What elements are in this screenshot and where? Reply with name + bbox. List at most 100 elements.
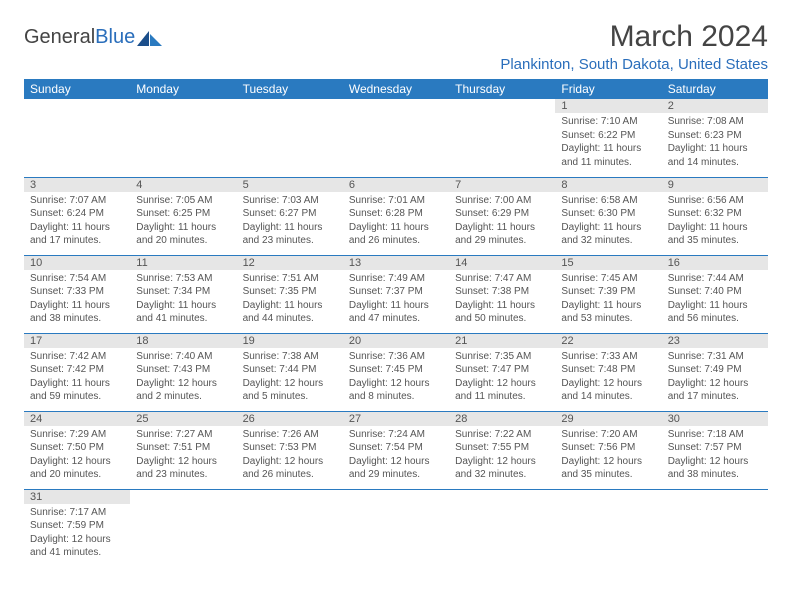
day-content: Sunrise: 7:47 AMSunset: 7:38 PMDaylight:… bbox=[449, 270, 555, 330]
daylight-text: Daylight: 11 hours and 32 minutes. bbox=[561, 221, 655, 248]
calendar-cell: 2Sunrise: 7:08 AMSunset: 6:23 PMDaylight… bbox=[662, 99, 768, 177]
calendar-cell: 24Sunrise: 7:29 AMSunset: 7:50 PMDayligh… bbox=[24, 411, 130, 489]
sunrise-text: Sunrise: 7:20 AM bbox=[561, 428, 655, 442]
day-content: Sunrise: 7:45 AMSunset: 7:39 PMDaylight:… bbox=[555, 270, 661, 330]
calendar-cell: 19Sunrise: 7:38 AMSunset: 7:44 PMDayligh… bbox=[237, 333, 343, 411]
sunset-text: Sunset: 6:30 PM bbox=[561, 207, 655, 221]
logo: GeneralBlue bbox=[24, 20, 163, 49]
calendar-row: 3Sunrise: 7:07 AMSunset: 6:24 PMDaylight… bbox=[24, 177, 768, 255]
sunset-text: Sunset: 7:51 PM bbox=[136, 441, 230, 455]
weekday-header: Saturday bbox=[662, 79, 768, 99]
daylight-text: Daylight: 12 hours and 23 minutes. bbox=[136, 455, 230, 482]
calendar-row: 10Sunrise: 7:54 AMSunset: 7:33 PMDayligh… bbox=[24, 255, 768, 333]
sunset-text: Sunset: 7:53 PM bbox=[243, 441, 337, 455]
calendar-cell bbox=[662, 489, 768, 567]
day-content: Sunrise: 6:58 AMSunset: 6:30 PMDaylight:… bbox=[555, 192, 661, 252]
calendar-cell: 15Sunrise: 7:45 AMSunset: 7:39 PMDayligh… bbox=[555, 255, 661, 333]
day-content: Sunrise: 7:35 AMSunset: 7:47 PMDaylight:… bbox=[449, 348, 555, 408]
daylight-text: Daylight: 11 hours and 17 minutes. bbox=[30, 221, 124, 248]
calendar-cell bbox=[237, 489, 343, 567]
day-content: Sunrise: 7:33 AMSunset: 7:48 PMDaylight:… bbox=[555, 348, 661, 408]
day-number: 10 bbox=[24, 256, 130, 270]
day-number: 20 bbox=[343, 334, 449, 348]
daylight-text: Daylight: 11 hours and 56 minutes. bbox=[668, 299, 762, 326]
sunset-text: Sunset: 7:35 PM bbox=[243, 285, 337, 299]
day-content: Sunrise: 7:17 AMSunset: 7:59 PMDaylight:… bbox=[24, 504, 130, 564]
daylight-text: Daylight: 11 hours and 29 minutes. bbox=[455, 221, 549, 248]
calendar-cell: 6Sunrise: 7:01 AMSunset: 6:28 PMDaylight… bbox=[343, 177, 449, 255]
day-content: Sunrise: 7:53 AMSunset: 7:34 PMDaylight:… bbox=[130, 270, 236, 330]
sunrise-text: Sunrise: 7:42 AM bbox=[30, 350, 124, 364]
weekday-header: Wednesday bbox=[343, 79, 449, 99]
day-content: Sunrise: 7:29 AMSunset: 7:50 PMDaylight:… bbox=[24, 426, 130, 486]
sunrise-text: Sunrise: 7:26 AM bbox=[243, 428, 337, 442]
daylight-text: Daylight: 11 hours and 38 minutes. bbox=[30, 299, 124, 326]
sunrise-text: Sunrise: 7:54 AM bbox=[30, 272, 124, 286]
sunrise-text: Sunrise: 7:22 AM bbox=[455, 428, 549, 442]
sunset-text: Sunset: 7:34 PM bbox=[136, 285, 230, 299]
sunrise-text: Sunrise: 7:49 AM bbox=[349, 272, 443, 286]
daylight-text: Daylight: 12 hours and 11 minutes. bbox=[455, 377, 549, 404]
day-number: 11 bbox=[130, 256, 236, 270]
calendar-cell bbox=[343, 489, 449, 567]
daylight-text: Daylight: 12 hours and 26 minutes. bbox=[243, 455, 337, 482]
day-number: 31 bbox=[24, 490, 130, 504]
calendar-row: 1Sunrise: 7:10 AMSunset: 6:22 PMDaylight… bbox=[24, 99, 768, 177]
calendar-cell: 30Sunrise: 7:18 AMSunset: 7:57 PMDayligh… bbox=[662, 411, 768, 489]
sunset-text: Sunset: 7:48 PM bbox=[561, 363, 655, 377]
sunrise-text: Sunrise: 7:36 AM bbox=[349, 350, 443, 364]
sunset-text: Sunset: 7:33 PM bbox=[30, 285, 124, 299]
daylight-text: Daylight: 11 hours and 11 minutes. bbox=[561, 142, 655, 169]
sunset-text: Sunset: 6:23 PM bbox=[668, 129, 762, 143]
calendar-cell: 1Sunrise: 7:10 AMSunset: 6:22 PMDaylight… bbox=[555, 99, 661, 177]
day-number: 7 bbox=[449, 178, 555, 192]
calendar-row: 24Sunrise: 7:29 AMSunset: 7:50 PMDayligh… bbox=[24, 411, 768, 489]
sunset-text: Sunset: 7:54 PM bbox=[349, 441, 443, 455]
calendar-cell: 9Sunrise: 6:56 AMSunset: 6:32 PMDaylight… bbox=[662, 177, 768, 255]
day-number: 8 bbox=[555, 178, 661, 192]
day-content: Sunrise: 7:36 AMSunset: 7:45 PMDaylight:… bbox=[343, 348, 449, 408]
daylight-text: Daylight: 11 hours and 23 minutes. bbox=[243, 221, 337, 248]
day-number: 16 bbox=[662, 256, 768, 270]
sunrise-text: Sunrise: 7:10 AM bbox=[561, 115, 655, 129]
calendar-cell: 17Sunrise: 7:42 AMSunset: 7:42 PMDayligh… bbox=[24, 333, 130, 411]
day-number: 30 bbox=[662, 412, 768, 426]
day-number: 14 bbox=[449, 256, 555, 270]
daylight-text: Daylight: 11 hours and 20 minutes. bbox=[136, 221, 230, 248]
day-number: 6 bbox=[343, 178, 449, 192]
daylight-text: Daylight: 11 hours and 35 minutes. bbox=[668, 221, 762, 248]
sunrise-text: Sunrise: 7:18 AM bbox=[668, 428, 762, 442]
weekday-header-row: Sunday Monday Tuesday Wednesday Thursday… bbox=[24, 79, 768, 99]
sunset-text: Sunset: 6:24 PM bbox=[30, 207, 124, 221]
sunset-text: Sunset: 7:44 PM bbox=[243, 363, 337, 377]
logo-sail-icon bbox=[137, 29, 163, 47]
sunrise-text: Sunrise: 7:47 AM bbox=[455, 272, 549, 286]
day-content: Sunrise: 7:22 AMSunset: 7:55 PMDaylight:… bbox=[449, 426, 555, 486]
sunset-text: Sunset: 7:47 PM bbox=[455, 363, 549, 377]
sunset-text: Sunset: 7:45 PM bbox=[349, 363, 443, 377]
weekday-header: Friday bbox=[555, 79, 661, 99]
calendar-cell: 22Sunrise: 7:33 AMSunset: 7:48 PMDayligh… bbox=[555, 333, 661, 411]
sunrise-text: Sunrise: 7:45 AM bbox=[561, 272, 655, 286]
calendar-cell: 7Sunrise: 7:00 AMSunset: 6:29 PMDaylight… bbox=[449, 177, 555, 255]
daylight-text: Daylight: 12 hours and 8 minutes. bbox=[349, 377, 443, 404]
logo-text-2: Blue bbox=[95, 26, 135, 49]
calendar-cell: 18Sunrise: 7:40 AMSunset: 7:43 PMDayligh… bbox=[130, 333, 236, 411]
sunrise-text: Sunrise: 7:33 AM bbox=[561, 350, 655, 364]
location: Plankinton, South Dakota, United States bbox=[500, 56, 768, 73]
day-content: Sunrise: 7:54 AMSunset: 7:33 PMDaylight:… bbox=[24, 270, 130, 330]
day-content: Sunrise: 7:00 AMSunset: 6:29 PMDaylight:… bbox=[449, 192, 555, 252]
daylight-text: Daylight: 11 hours and 14 minutes. bbox=[668, 142, 762, 169]
day-content: Sunrise: 7:40 AMSunset: 7:43 PMDaylight:… bbox=[130, 348, 236, 408]
calendar-cell: 27Sunrise: 7:24 AMSunset: 7:54 PMDayligh… bbox=[343, 411, 449, 489]
sunrise-text: Sunrise: 7:40 AM bbox=[136, 350, 230, 364]
calendar-cell: 14Sunrise: 7:47 AMSunset: 7:38 PMDayligh… bbox=[449, 255, 555, 333]
day-number: 13 bbox=[343, 256, 449, 270]
calendar-cell: 16Sunrise: 7:44 AMSunset: 7:40 PMDayligh… bbox=[662, 255, 768, 333]
day-number: 5 bbox=[237, 178, 343, 192]
day-number: 15 bbox=[555, 256, 661, 270]
daylight-text: Daylight: 11 hours and 26 minutes. bbox=[349, 221, 443, 248]
day-content: Sunrise: 7:03 AMSunset: 6:27 PMDaylight:… bbox=[237, 192, 343, 252]
day-number: 12 bbox=[237, 256, 343, 270]
header: GeneralBlue March 2024 Plankinton, South… bbox=[24, 20, 768, 73]
